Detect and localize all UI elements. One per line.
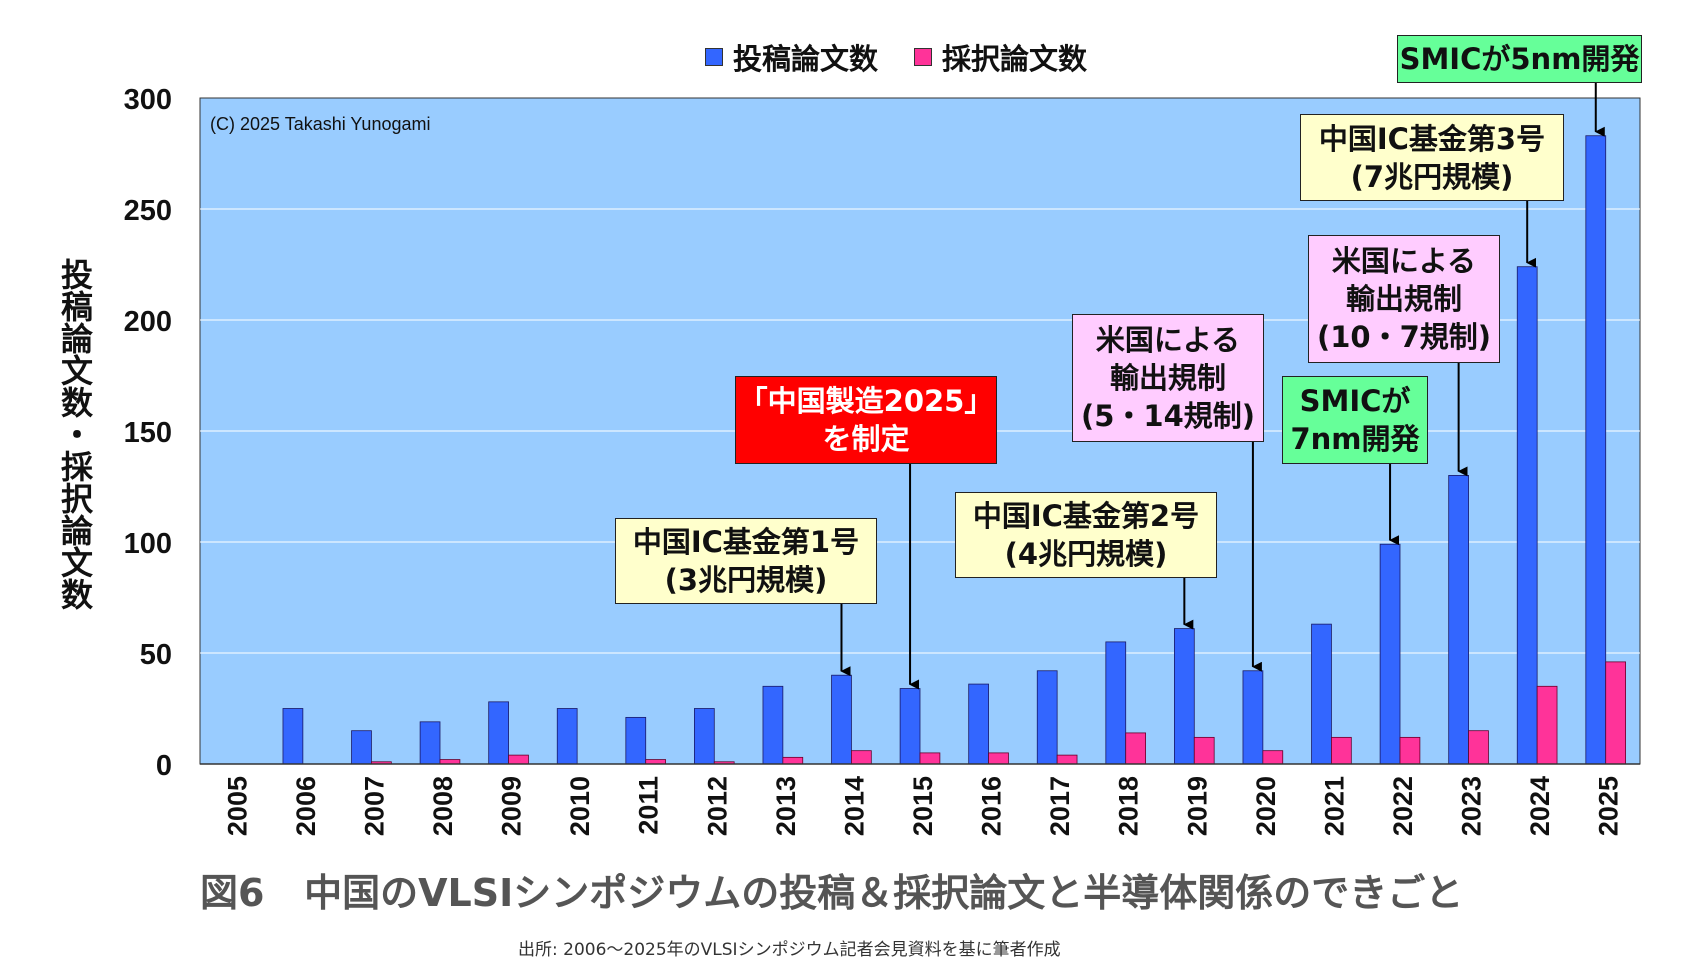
bar-submitted-2015 bbox=[899, 688, 921, 765]
annotation-us-export-control-107: 米国による 輸出規制 (10・7規制) bbox=[1308, 235, 1500, 363]
legend-label-submitted: 投稿論文数 bbox=[733, 42, 879, 76]
legend-swatch-submitted bbox=[705, 48, 723, 66]
bar-submitted-2011 bbox=[625, 716, 647, 765]
bar-accepted-2016 bbox=[988, 752, 1009, 765]
x-tick-label: 2025 bbox=[1594, 776, 1624, 836]
bar-accepted-2024 bbox=[1536, 685, 1558, 765]
legend: 投稿論文数 採択論文数 bbox=[705, 36, 1087, 78]
bar-submitted-2013 bbox=[762, 685, 784, 765]
bar-submitted-2018 bbox=[1105, 641, 1127, 765]
bar-submitted-2014 bbox=[831, 674, 852, 765]
bar-submitted-2025 bbox=[1585, 135, 1607, 765]
x-tick-label: 2021 bbox=[1319, 776, 1349, 836]
annotation-smic-5nm: SMICが5nm開発 bbox=[1397, 35, 1642, 83]
x-tick-label: 2024 bbox=[1525, 776, 1555, 836]
x-tick-label: 2011 bbox=[634, 776, 664, 835]
y-tick-label: 50 bbox=[140, 639, 172, 671]
x-tick-label: 2007 bbox=[359, 776, 389, 836]
copyright-notice: (C) 2025 Takashi Yunogami bbox=[210, 114, 431, 134]
x-tick-label: 2018 bbox=[1114, 776, 1144, 836]
bar-submitted-2009 bbox=[488, 701, 509, 765]
annotation-ic-fund-3: 中国IC基金第3号 (7兆円規模) bbox=[1300, 114, 1564, 201]
bar-submitted-2016 bbox=[968, 683, 989, 765]
bar-submitted-2023 bbox=[1448, 474, 1469, 765]
bar-submitted-2024 bbox=[1516, 266, 1538, 765]
annotation-smic-7nm: SMICが 7nm開発 bbox=[1282, 376, 1428, 464]
bar-accepted-2019 bbox=[1193, 736, 1215, 765]
bar-accepted-2020 bbox=[1262, 750, 1284, 765]
annotation-ic-fund-1: 中国IC基金第1号 (3兆円規模) bbox=[615, 518, 877, 604]
bar-submitted-2022 bbox=[1379, 543, 1401, 765]
x-tick-label: 2012 bbox=[702, 776, 732, 836]
bar-accepted-2014 bbox=[851, 750, 872, 765]
y-tick-label: 200 bbox=[124, 306, 172, 338]
bar-submitted-2008 bbox=[419, 721, 441, 765]
x-tick-label: 2014 bbox=[839, 776, 869, 836]
bar-accepted-2009 bbox=[508, 754, 529, 765]
bar-submitted-2007 bbox=[351, 730, 372, 765]
bar-submitted-2006 bbox=[282, 708, 304, 765]
x-tick-label: 2023 bbox=[1457, 776, 1487, 836]
bar-accepted-2013 bbox=[782, 756, 804, 765]
x-tick-label: 2015 bbox=[908, 776, 938, 836]
bar-submitted-2017 bbox=[1036, 670, 1058, 765]
y-tick-label: 300 bbox=[124, 84, 172, 116]
x-tick-label: 2016 bbox=[977, 776, 1007, 836]
bar-accepted-2017 bbox=[1056, 754, 1078, 765]
annotation-ic-fund-2: 中国IC基金第2号 (4兆円規模) bbox=[955, 492, 1217, 578]
bar-accepted-2018 bbox=[1125, 732, 1146, 765]
legend-swatch-accepted bbox=[914, 48, 933, 66]
y-tick-label: 250 bbox=[124, 195, 172, 227]
bar-submitted-2012 bbox=[694, 708, 715, 765]
x-tick-label: 2022 bbox=[1388, 776, 1418, 836]
x-tick-label: 2006 bbox=[291, 776, 321, 836]
legend-label-accepted: 採択論文数 bbox=[942, 42, 1088, 76]
bar-accepted-2021 bbox=[1331, 736, 1352, 765]
bar-submitted-2010 bbox=[556, 708, 578, 765]
x-tick-label: 2017 bbox=[1045, 776, 1075, 836]
x-tick-label: 2013 bbox=[771, 776, 801, 836]
bar-accepted-2022 bbox=[1399, 736, 1421, 765]
x-tick-label: 2019 bbox=[1182, 776, 1212, 836]
x-tick-label: 2009 bbox=[497, 776, 527, 836]
annotation-made-in-china-2025: 「中国製造2025」 を制定 bbox=[735, 376, 997, 464]
y-tick-label: 150 bbox=[124, 417, 172, 449]
y-tick-label: 0 bbox=[156, 750, 172, 782]
y-tick-label: 100 bbox=[124, 528, 172, 560]
x-tick-label: 2010 bbox=[565, 776, 595, 836]
source-note: 出所: 2006～2025年のVLSIシンポジウム記者会見資料を基に筆者作成 bbox=[518, 940, 1061, 960]
x-tick-label: 2020 bbox=[1251, 776, 1281, 836]
figure-title: 図6 中国のVLSIシンポジウムの投稿＆採択論文と半導体関係のできごと bbox=[200, 871, 1464, 915]
x-tick-label: 2005 bbox=[222, 776, 252, 836]
bar-submitted-2020 bbox=[1242, 670, 1264, 765]
bar-accepted-2023 bbox=[1468, 730, 1489, 765]
annotation-us-export-control-514: 米国による 輸出規制 (5・14規制) bbox=[1072, 314, 1264, 442]
y-axis-label: 投稿論文数・採択論文数 bbox=[56, 258, 94, 610]
x-tick-label: 2008 bbox=[428, 776, 458, 836]
bar-accepted-2025 bbox=[1605, 661, 1626, 765]
bar-submitted-2019 bbox=[1174, 628, 1195, 765]
bar-accepted-2015 bbox=[919, 752, 941, 765]
bar-submitted-2021 bbox=[1311, 623, 1332, 765]
